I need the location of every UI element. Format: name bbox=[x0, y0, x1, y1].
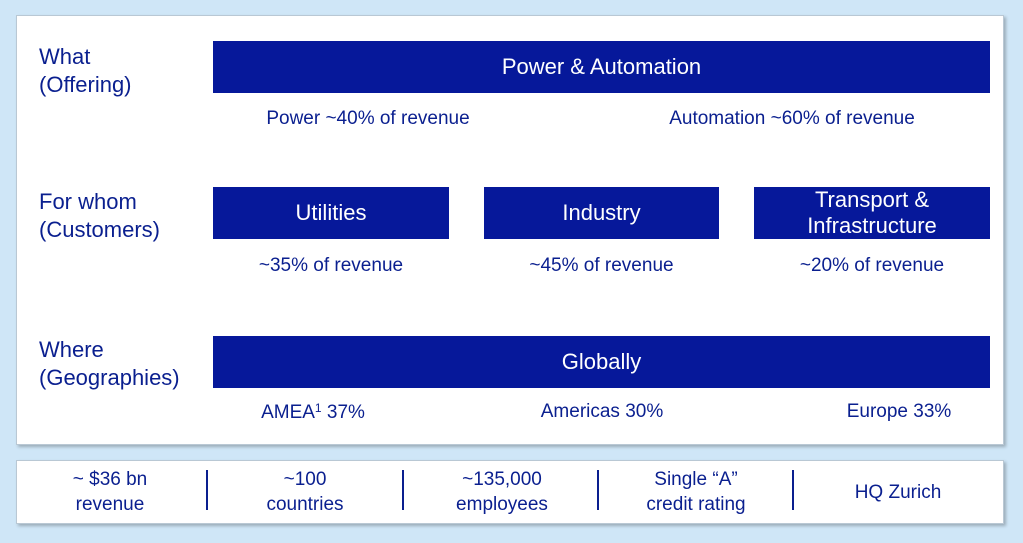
segment-industry-label: Industry bbox=[562, 200, 641, 225]
fact-revenue: ~ $36 bn revenue bbox=[17, 461, 203, 523]
fact-employees: ~135,000 employees bbox=[405, 461, 599, 523]
overview-panel: What (Offering) Power & Automation Power… bbox=[16, 15, 1004, 445]
fact-countries-caption: countries bbox=[266, 494, 344, 515]
row-label-where-title: Where bbox=[39, 337, 104, 362]
utilities-share-label: ~35% of revenue bbox=[258, 255, 404, 276]
row-label-for-whom-subtitle: (Customers) bbox=[39, 217, 161, 242]
fact-credit-rating-value: Single “A” bbox=[654, 469, 738, 490]
row-label-where-subtitle: (Geographies) bbox=[39, 365, 180, 390]
segment-transport-bar: Transport & Infrastructure bbox=[754, 187, 990, 239]
row-label-what-subtitle: (Offering) bbox=[39, 72, 132, 97]
fact-employees-caption: employees bbox=[456, 494, 548, 515]
key-facts-footer: ~ $36 bn revenue ~100 countries ~135,000… bbox=[16, 460, 1004, 524]
segment-transport-label-line1: Transport & bbox=[814, 187, 930, 212]
row-label-where: Where (Geographies) bbox=[39, 336, 180, 392]
segment-utilities-bar: Utilities bbox=[213, 187, 449, 239]
fact-credit-rating: Single “A” credit rating bbox=[600, 461, 792, 523]
amea-name: AMEA bbox=[261, 402, 315, 423]
footer-divider bbox=[206, 470, 208, 510]
footer-divider bbox=[597, 470, 599, 510]
row-label-what-title: What bbox=[39, 44, 91, 69]
fact-revenue-caption: revenue bbox=[75, 494, 145, 515]
segment-utilities-label: Utilities bbox=[295, 200, 367, 225]
automation-share-label: Automation ~60% of revenue bbox=[669, 108, 915, 129]
offering-bar: Power & Automation bbox=[213, 41, 990, 93]
americas-share-label: Americas 30% bbox=[540, 401, 664, 422]
footer-divider bbox=[792, 470, 794, 510]
amea-footnote-marker: 1 bbox=[314, 401, 322, 415]
footer-divider bbox=[402, 470, 404, 510]
fact-revenue-value: ~ $36 bn bbox=[72, 469, 148, 490]
row-label-for-whom: For whom (Customers) bbox=[39, 188, 160, 244]
fact-employees-value: ~135,000 bbox=[462, 469, 542, 490]
geography-bar-label: Globally bbox=[561, 349, 642, 374]
row-label-for-whom-title: For whom bbox=[39, 189, 137, 214]
segment-transport-label-line2: Infrastructure bbox=[807, 213, 937, 238]
fact-headquarters-value: HQ Zurich bbox=[854, 481, 942, 503]
transport-share-label: ~20% of revenue bbox=[799, 255, 945, 276]
fact-credit-rating-caption: credit rating bbox=[646, 494, 746, 515]
europe-share-label: Europe 33% bbox=[846, 401, 952, 422]
geography-bar: Globally bbox=[213, 336, 990, 388]
power-share-label: Power ~40% of revenue bbox=[266, 108, 470, 129]
industry-share-label: ~45% of revenue bbox=[529, 255, 674, 276]
offering-bar-label: Power & Automation bbox=[501, 54, 702, 79]
row-label-what: What (Offering) bbox=[39, 43, 132, 99]
segment-industry-bar: Industry bbox=[484, 187, 719, 239]
amea-value: 37% bbox=[326, 402, 365, 423]
fact-headquarters: HQ Zurich bbox=[795, 461, 1001, 523]
fact-countries: ~100 countries bbox=[209, 461, 401, 523]
amea-share-label: AMEA1 37% bbox=[243, 401, 383, 424]
fact-countries-value: ~100 bbox=[283, 469, 327, 490]
